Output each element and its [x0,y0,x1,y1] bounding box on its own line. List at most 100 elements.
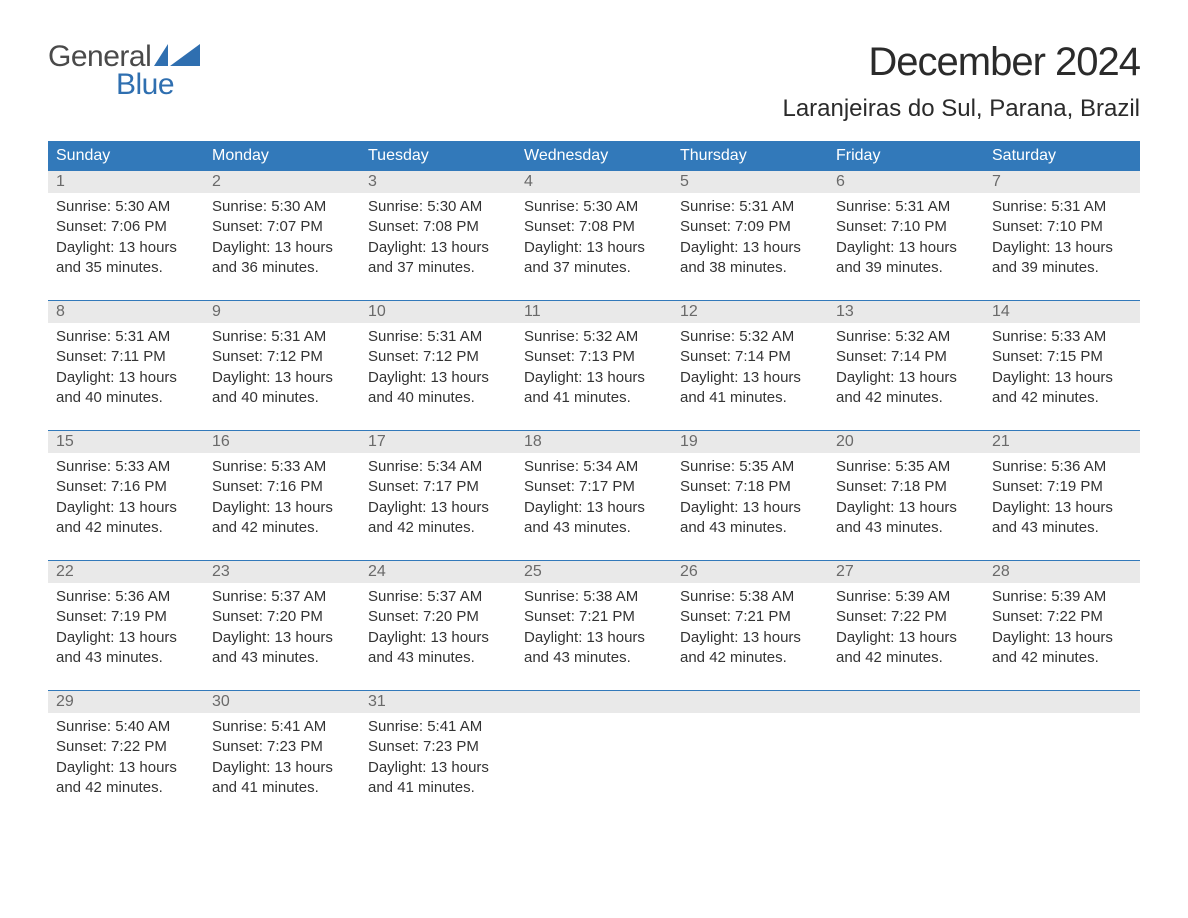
day-number: 28 [984,561,1140,583]
day-cell: Sunrise: 5:31 AMSunset: 7:12 PMDaylight:… [360,323,516,416]
sunset-text: Sunset: 7:17 PM [368,477,508,497]
week-row: 15161718192021Sunrise: 5:33 AMSunset: 7:… [48,430,1140,546]
sunrise-text: Sunrise: 5:37 AM [212,587,352,607]
daylight-text-2: and 43 minutes. [524,648,664,668]
daylight-text-2: and 37 minutes. [368,258,508,278]
day-cell: Sunrise: 5:39 AMSunset: 7:22 PMDaylight:… [828,583,984,676]
day-number: 25 [516,561,672,583]
day-cell: Sunrise: 5:33 AMSunset: 7:16 PMDaylight:… [48,453,204,546]
daylight-text-2: and 40 minutes. [368,388,508,408]
daylight-text-1: Daylight: 13 hours [680,368,820,388]
sunrise-text: Sunrise: 5:37 AM [368,587,508,607]
day-cell: Sunrise: 5:36 AMSunset: 7:19 PMDaylight:… [984,453,1140,546]
sunset-text: Sunset: 7:23 PM [212,737,352,757]
daylight-text-1: Daylight: 13 hours [992,238,1132,258]
daylight-text-2: and 43 minutes. [992,518,1132,538]
day-number: 14 [984,301,1140,323]
daylight-text-2: and 43 minutes. [212,648,352,668]
day-number-row: 1234567 [48,171,1140,193]
day-cell: Sunrise: 5:32 AMSunset: 7:14 PMDaylight:… [672,323,828,416]
sunset-text: Sunset: 7:23 PM [368,737,508,757]
weeks-container: 1234567Sunrise: 5:30 AMSunset: 7:06 PMDa… [48,171,1140,806]
week-row: 891011121314Sunrise: 5:31 AMSunset: 7:11… [48,300,1140,416]
daylight-text-2: and 43 minutes. [368,648,508,668]
day-number: 4 [516,171,672,193]
sunset-text: Sunset: 7:15 PM [992,347,1132,367]
daylight-text-2: and 42 minutes. [836,388,976,408]
sunrise-text: Sunrise: 5:39 AM [836,587,976,607]
sunset-text: Sunset: 7:16 PM [56,477,196,497]
daylight-text-2: and 41 minutes. [368,778,508,798]
daylight-text-1: Daylight: 13 hours [680,498,820,518]
daylight-text-1: Daylight: 13 hours [836,238,976,258]
day-content-row: Sunrise: 5:30 AMSunset: 7:06 PMDaylight:… [48,193,1140,286]
sunrise-text: Sunrise: 5:31 AM [56,327,196,347]
daylight-text-2: and 42 minutes. [836,648,976,668]
week-row: 293031Sunrise: 5:40 AMSunset: 7:22 PMDay… [48,690,1140,806]
day-number: 21 [984,431,1140,453]
sunset-text: Sunset: 7:22 PM [836,607,976,627]
day-number: 6 [828,171,984,193]
sunset-text: Sunset: 7:19 PM [56,607,196,627]
day-number: 7 [984,171,1140,193]
page-header: General Blue December 2024 Laranjeiras d… [48,40,1140,123]
daylight-text-2: and 43 minutes. [524,518,664,538]
day-content-row: Sunrise: 5:36 AMSunset: 7:19 PMDaylight:… [48,583,1140,676]
day-header-saturday: Saturday [984,141,1140,171]
sunrise-text: Sunrise: 5:33 AM [56,457,196,477]
sunset-text: Sunset: 7:14 PM [680,347,820,367]
daylight-text-2: and 39 minutes. [836,258,976,278]
calendar: Sunday Monday Tuesday Wednesday Thursday… [48,141,1140,806]
sunrise-text: Sunrise: 5:41 AM [368,717,508,737]
daylight-text-1: Daylight: 13 hours [992,498,1132,518]
daylight-text-1: Daylight: 13 hours [368,628,508,648]
day-number [516,691,672,713]
daylight-text-1: Daylight: 13 hours [836,498,976,518]
daylight-text-2: and 38 minutes. [680,258,820,278]
daylight-text-1: Daylight: 13 hours [680,238,820,258]
day-cell: Sunrise: 5:37 AMSunset: 7:20 PMDaylight:… [360,583,516,676]
day-header-thursday: Thursday [672,141,828,171]
day-number: 11 [516,301,672,323]
day-number [672,691,828,713]
day-number: 30 [204,691,360,713]
daylight-text-2: and 40 minutes. [212,388,352,408]
day-content-row: Sunrise: 5:33 AMSunset: 7:16 PMDaylight:… [48,453,1140,546]
sunrise-text: Sunrise: 5:31 AM [992,197,1132,217]
sunrise-text: Sunrise: 5:32 AM [836,327,976,347]
day-number: 17 [360,431,516,453]
day-header-row: Sunday Monday Tuesday Wednesday Thursday… [48,141,1140,171]
sunrise-text: Sunrise: 5:32 AM [680,327,820,347]
day-number: 27 [828,561,984,583]
day-number: 22 [48,561,204,583]
day-cell: Sunrise: 5:34 AMSunset: 7:17 PMDaylight:… [360,453,516,546]
week-row: 22232425262728Sunrise: 5:36 AMSunset: 7:… [48,560,1140,676]
sunrise-text: Sunrise: 5:34 AM [524,457,664,477]
daylight-text-2: and 42 minutes. [368,518,508,538]
sunrise-text: Sunrise: 5:38 AM [524,587,664,607]
logo: General Blue [48,40,200,102]
day-number-row: 891011121314 [48,301,1140,323]
sunset-text: Sunset: 7:13 PM [524,347,664,367]
day-cell: Sunrise: 5:40 AMSunset: 7:22 PMDaylight:… [48,713,204,806]
sunrise-text: Sunrise: 5:36 AM [992,457,1132,477]
sunrise-text: Sunrise: 5:31 AM [212,327,352,347]
sunrise-text: Sunrise: 5:32 AM [524,327,664,347]
sunrise-text: Sunrise: 5:31 AM [368,327,508,347]
sunset-text: Sunset: 7:22 PM [992,607,1132,627]
sunrise-text: Sunrise: 5:30 AM [212,197,352,217]
sunrise-text: Sunrise: 5:40 AM [56,717,196,737]
daylight-text-2: and 40 minutes. [56,388,196,408]
sunset-text: Sunset: 7:08 PM [524,217,664,237]
day-number: 12 [672,301,828,323]
sunrise-text: Sunrise: 5:33 AM [212,457,352,477]
day-cell: Sunrise: 5:37 AMSunset: 7:20 PMDaylight:… [204,583,360,676]
day-number: 24 [360,561,516,583]
sunset-text: Sunset: 7:17 PM [524,477,664,497]
sunrise-text: Sunrise: 5:35 AM [680,457,820,477]
sunset-text: Sunset: 7:21 PM [524,607,664,627]
daylight-text-1: Daylight: 13 hours [836,368,976,388]
daylight-text-1: Daylight: 13 hours [992,628,1132,648]
sunset-text: Sunset: 7:20 PM [212,607,352,627]
day-number: 5 [672,171,828,193]
